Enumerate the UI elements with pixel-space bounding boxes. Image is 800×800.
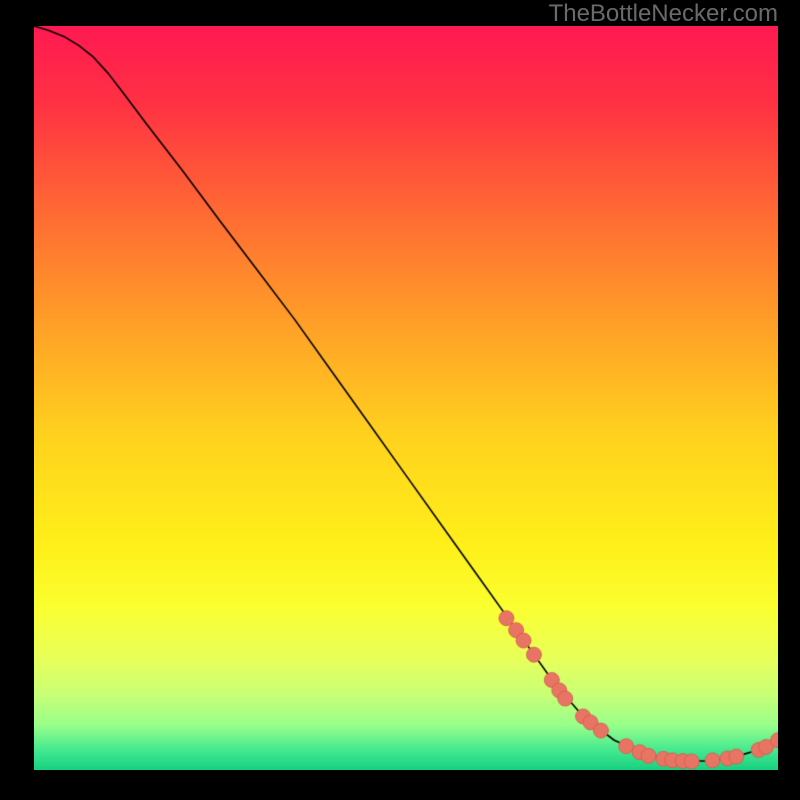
bottleneck-curve-chart <box>34 26 778 770</box>
watermark-text: TheBottleNecker.com <box>549 0 778 28</box>
chart-container <box>34 26 778 770</box>
